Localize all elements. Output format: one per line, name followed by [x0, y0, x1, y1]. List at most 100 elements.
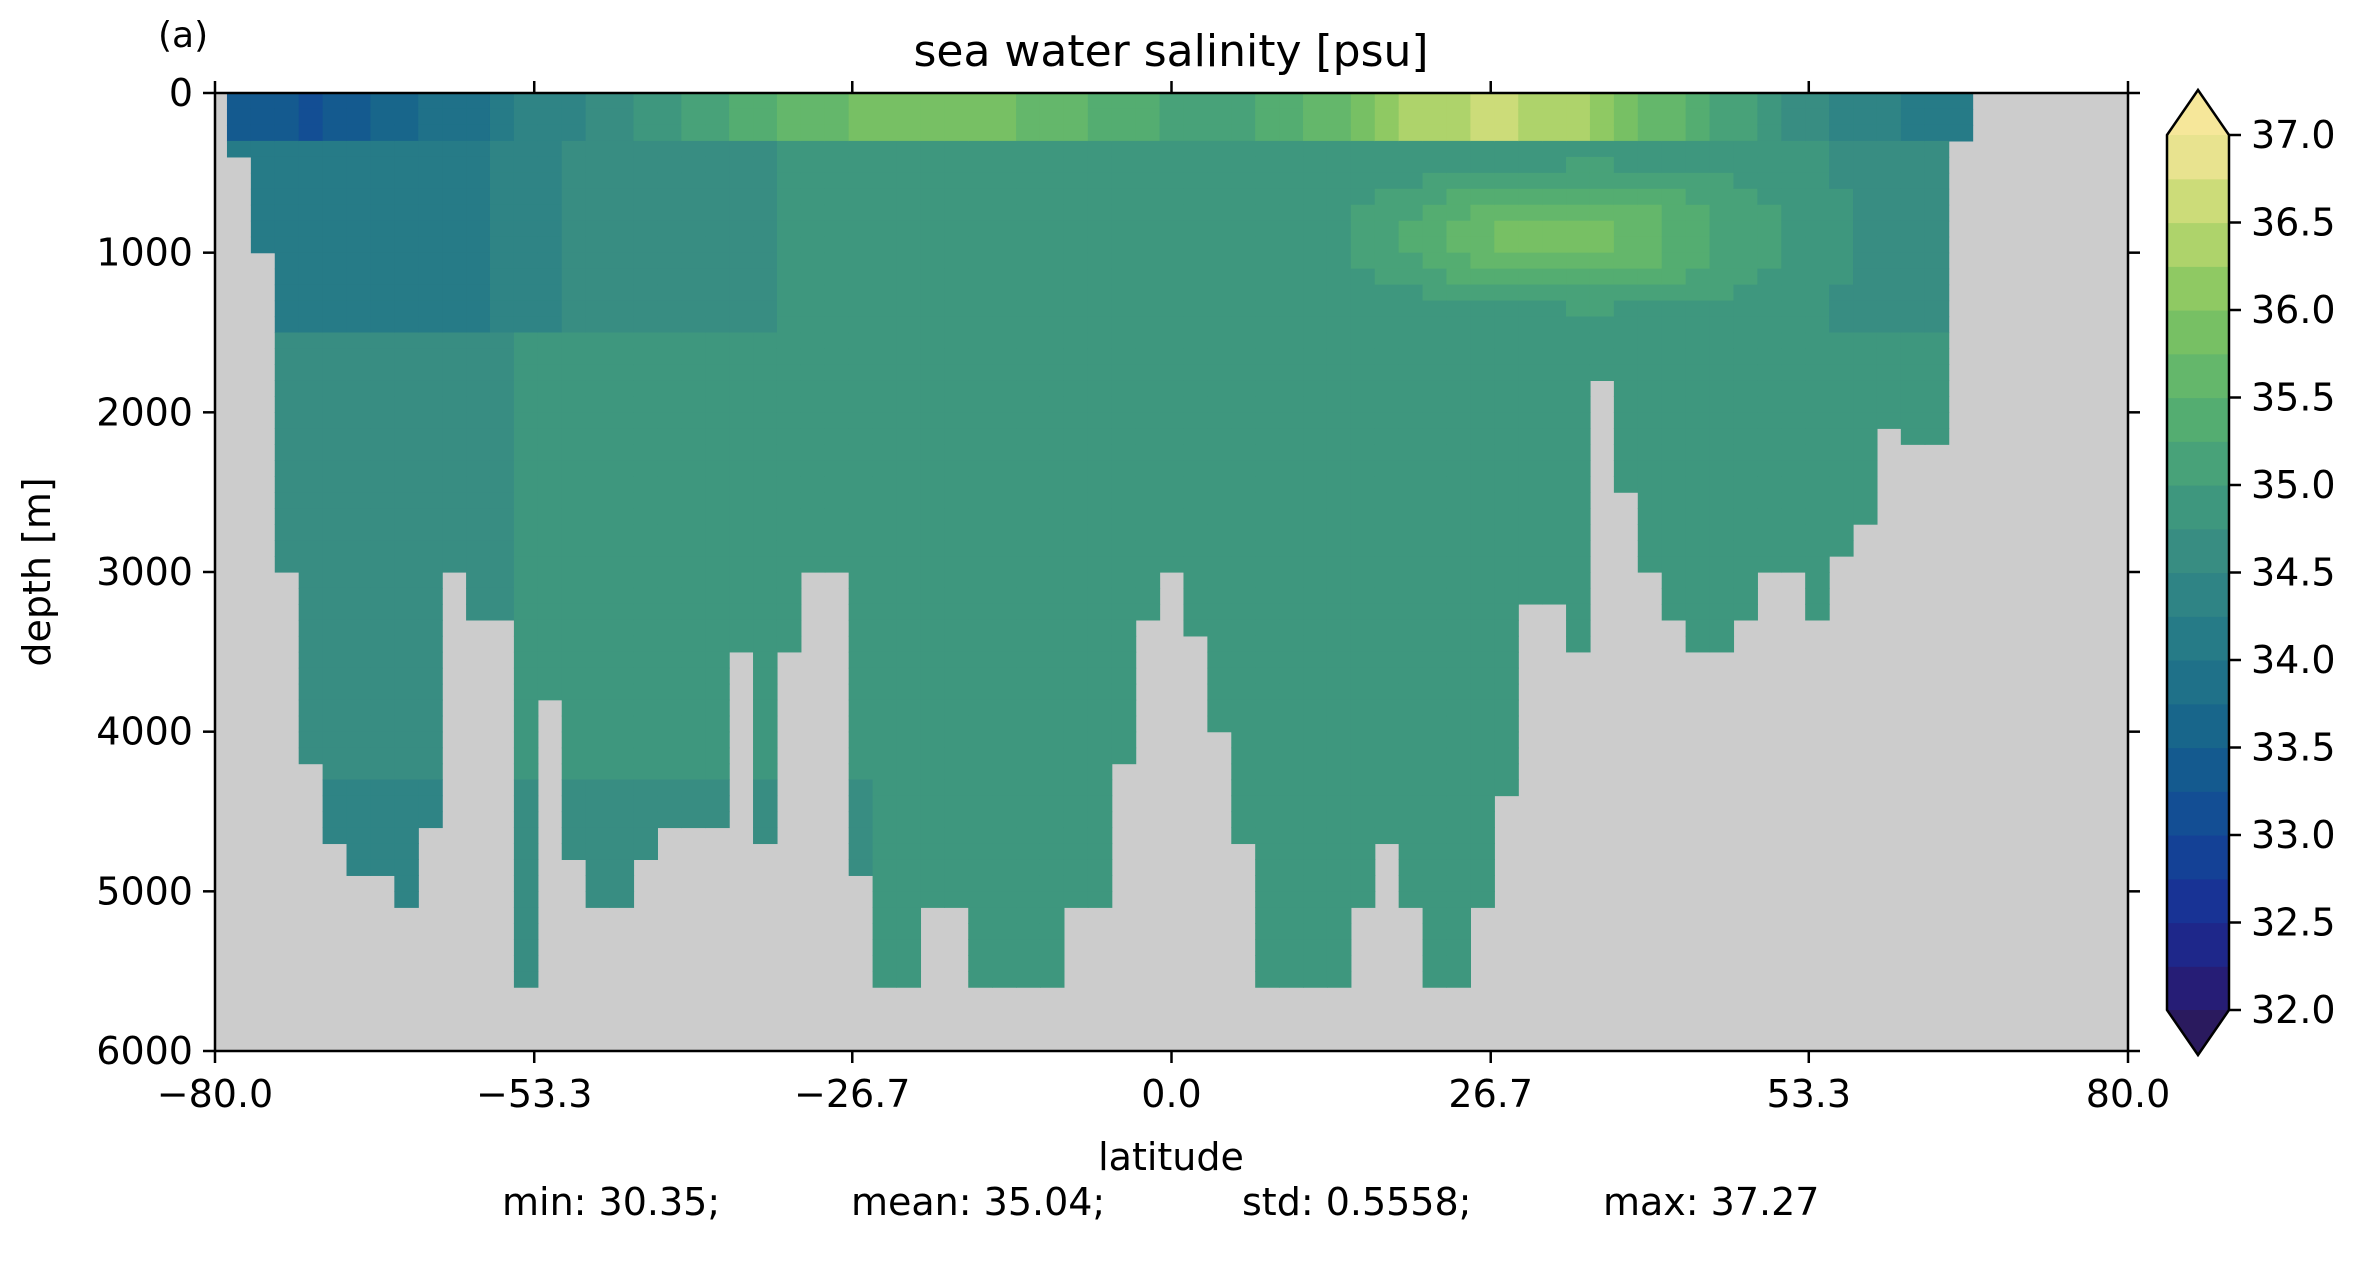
salinity-cell [657, 124, 682, 142]
salinity-cell [1853, 268, 1878, 286]
salinity-cell [920, 731, 945, 749]
salinity-cell [1350, 811, 1376, 829]
salinity-cell [1589, 124, 1615, 142]
salinity-cell [992, 651, 1017, 669]
salinity-cell [920, 220, 945, 238]
salinity-cell [466, 236, 491, 254]
salinity-cell [1135, 108, 1161, 126]
salinity-cell [1039, 843, 1065, 860]
salinity-cell [513, 651, 539, 669]
salinity-cell [537, 108, 563, 126]
salinity-cell [1255, 747, 1280, 765]
salinity-cell [1637, 476, 1663, 493]
salinity-cell [944, 508, 969, 525]
salinity-cell [800, 108, 826, 126]
salinity-cell [1279, 412, 1304, 429]
salinity-cell [1016, 380, 1041, 397]
salinity-cell [1159, 300, 1185, 318]
salinity-cell [776, 460, 802, 477]
salinity-cell [1637, 268, 1663, 286]
salinity-cell [537, 380, 563, 397]
salinity-cell [1231, 699, 1256, 717]
salinity-cell [896, 476, 922, 493]
salinity-cell [848, 380, 874, 397]
salinity-cell [1374, 683, 1400, 701]
salinity-cell [370, 156, 395, 174]
salinity-cell [1016, 572, 1041, 589]
salinity-cell [1733, 524, 1758, 541]
salinity-cell [753, 603, 778, 621]
salinity-cell [298, 284, 324, 302]
salinity-cell [1279, 252, 1304, 270]
salinity-cell [1398, 747, 1424, 765]
salinity-cell [968, 971, 993, 988]
salinity-cell [1063, 603, 1089, 621]
salinity-cell [489, 188, 515, 206]
salinity-cell [920, 859, 945, 876]
salinity-cell [418, 124, 443, 142]
salinity-cell [896, 332, 922, 350]
salinity-cell [298, 268, 324, 286]
salinity-cell [1303, 268, 1328, 286]
salinity-cell [1207, 316, 1232, 334]
salinity-cell [681, 779, 706, 797]
salinity-cell [1781, 316, 1806, 334]
salinity-cell [1422, 476, 1448, 493]
salinity-cell [1398, 188, 1424, 206]
salinity-cell [753, 683, 778, 701]
salinity-cell [681, 587, 706, 605]
salinity-cell [872, 524, 898, 541]
salinity-cell [1374, 156, 1400, 174]
salinity-cell [1494, 603, 1519, 621]
salinity-cell [1231, 316, 1256, 334]
salinity-cell [681, 572, 706, 589]
salinity-cell [561, 603, 587, 621]
salinity-cell [1183, 236, 1208, 254]
salinity-cell [968, 236, 993, 254]
salinity-cell [585, 300, 611, 318]
salinity-cell [1039, 955, 1065, 972]
salinity-cell [872, 715, 898, 733]
salinity-cell [968, 747, 993, 765]
salinity-cell [992, 93, 1017, 110]
salinity-cell [418, 412, 443, 429]
salinity-cell [1446, 364, 1471, 381]
salinity-cell [1279, 875, 1304, 892]
salinity-cell [1063, 172, 1089, 190]
salinity-cell [1255, 843, 1280, 860]
salinity-cell [346, 540, 372, 557]
salinity-cell [992, 907, 1017, 924]
salinity-cell [1876, 380, 1902, 397]
salinity-cell [1087, 204, 1113, 222]
salinity-cell [466, 572, 491, 589]
salinity-cell [848, 747, 874, 765]
salinity-cell [776, 300, 802, 318]
salinity-cell [370, 587, 395, 605]
salinity-cell [1159, 396, 1185, 413]
salinity-cell [657, 332, 682, 350]
salinity-cell [489, 124, 515, 142]
salinity-cell [800, 93, 826, 110]
salinity-cell [609, 444, 635, 461]
salinity-cell [1494, 651, 1519, 669]
salinity-cell [1422, 811, 1448, 829]
salinity-cell [681, 156, 706, 174]
salinity-cell [1566, 220, 1591, 238]
salinity-cell [1063, 715, 1089, 733]
salinity-cell [370, 763, 395, 781]
colorbar-tick-label: 34.5 [2251, 551, 2336, 595]
salinity-cell [1470, 683, 1495, 701]
salinity-cell [968, 252, 993, 270]
salinity-cell [1518, 268, 1543, 286]
salinity-cell [561, 572, 587, 589]
salinity-cell [1422, 731, 1448, 749]
salinity-cell [681, 444, 706, 461]
salinity-cell [800, 556, 826, 573]
salinity-cell [657, 476, 682, 493]
salinity-cell [418, 300, 443, 318]
salinity-cell [1661, 556, 1687, 573]
salinity-cell [896, 444, 922, 461]
salinity-cell [1016, 236, 1041, 254]
salinity-cell [1087, 843, 1113, 860]
salinity-cell [394, 540, 419, 557]
